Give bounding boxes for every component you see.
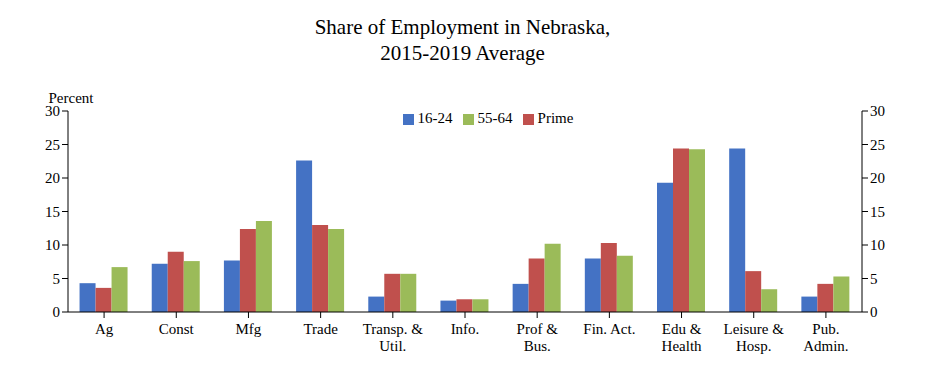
html-text:Prime: Prime [537, 110, 574, 126]
svg-text:10: 10 [45, 237, 60, 253]
svg-text:Trade: Trade [303, 321, 338, 337]
svg-text:30: 30 [870, 103, 885, 119]
svg-text:Leisure &: Leisure & [724, 321, 785, 337]
svg-text:30: 30 [45, 103, 60, 120]
svg-text:0: 0 [53, 304, 61, 320]
svg-text:15: 15 [870, 204, 885, 220]
svg-text:Bus.: Bus. [524, 338, 551, 354]
svg-text:20: 20 [45, 170, 60, 186]
svg-text:Health: Health [662, 338, 702, 354]
html-text:2015-2019 Average: 2015-2019 Average [380, 41, 545, 65]
svg-text:Transp. &: Transp. & [363, 321, 424, 337]
html-text:Share of Employment in Nebrask: Share of Employment in Nebraska, [314, 15, 611, 39]
svg-text:Fin. Act.: Fin. Act. [583, 321, 635, 337]
svg-text:5: 5 [53, 271, 61, 287]
svg-text:Info.: Info. [451, 321, 480, 337]
html-text:55-64: 55-64 [477, 110, 513, 126]
svg-text:Percent: Percent [49, 90, 95, 106]
svg-text:0: 0 [870, 304, 878, 320]
svg-text:Util.: Util. [379, 338, 406, 354]
svg-text:Hosp.: Hosp. [736, 338, 771, 354]
svg-text:Const: Const [159, 321, 195, 337]
svg-text:25: 25 [870, 137, 885, 153]
svg-text:25: 25 [45, 137, 60, 153]
svg-text:15: 15 [45, 204, 60, 220]
svg-text:Prof &: Prof & [517, 321, 559, 337]
svg-text:Edu &: Edu & [662, 321, 702, 337]
svg-text:20: 20 [870, 170, 885, 186]
svg-text:Pub.: Pub. [812, 321, 839, 337]
svg-text:Ag: Ag [95, 321, 114, 337]
svg-text:Mfg: Mfg [236, 321, 262, 337]
html-text:16-24: 16-24 [417, 110, 453, 126]
svg-text:Admin.: Admin. [803, 338, 848, 354]
svg-text:5: 5 [870, 271, 878, 287]
svg-text:10: 10 [870, 237, 885, 253]
